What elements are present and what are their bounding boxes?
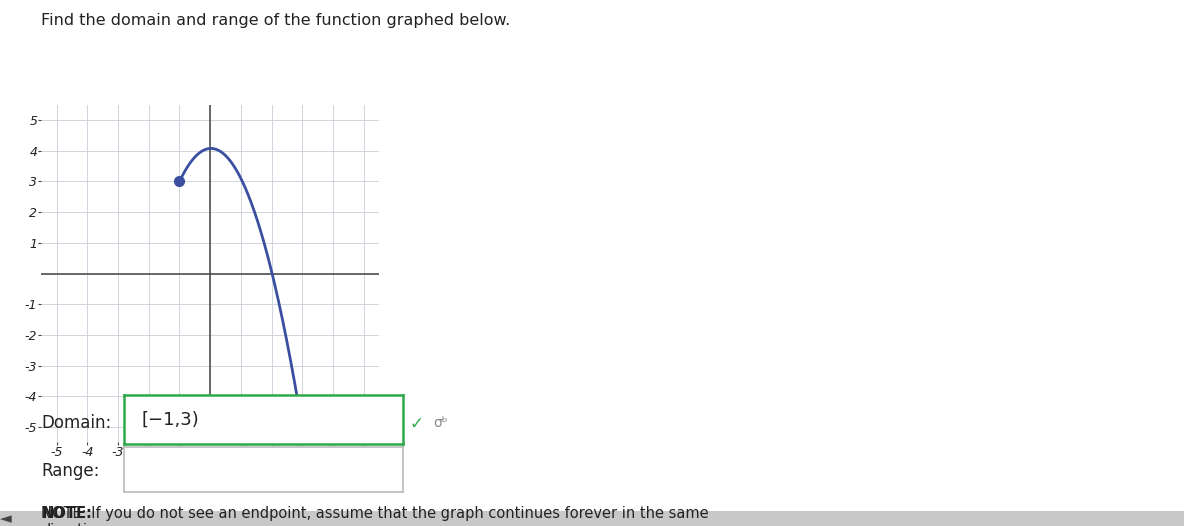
Text: ◄: ◄ — [0, 511, 12, 526]
Text: Domain:: Domain: — [41, 414, 111, 432]
Text: NOTE: If you do not see an endpoint, assume that the graph continues forever in : NOTE: If you do not see an endpoint, ass… — [41, 506, 709, 526]
Text: ✓: ✓ — [410, 414, 424, 432]
Text: Find the domain and range of the function graphed below.: Find the domain and range of the functio… — [41, 13, 510, 28]
Text: σᵇ: σᵇ — [433, 417, 448, 430]
Text: [−1,3): [−1,3) — [141, 410, 199, 429]
Text: NOTE:: NOTE: — [41, 506, 92, 521]
Text: Range:: Range: — [41, 462, 99, 480]
